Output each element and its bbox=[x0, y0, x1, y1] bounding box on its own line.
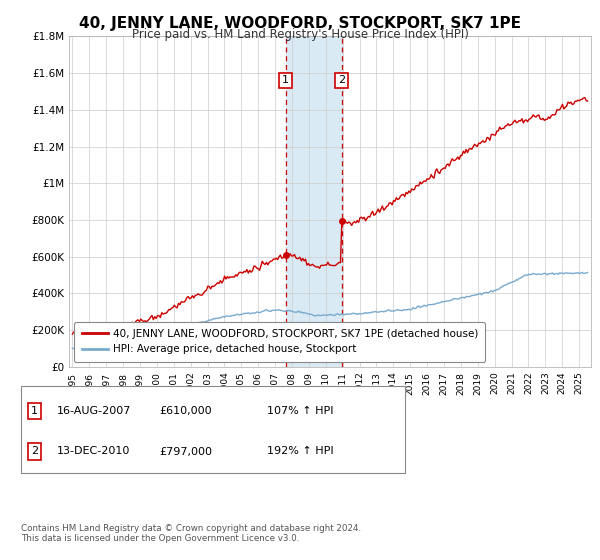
Bar bbox=[286, 36, 342, 367]
Text: Price paid vs. HM Land Registry's House Price Index (HPI): Price paid vs. HM Land Registry's House … bbox=[131, 28, 469, 41]
Text: 1: 1 bbox=[282, 76, 289, 86]
Text: 2: 2 bbox=[338, 76, 346, 86]
Text: 107% ↑ HPI: 107% ↑ HPI bbox=[267, 405, 334, 416]
Text: 1: 1 bbox=[31, 405, 38, 416]
Text: 192% ↑ HPI: 192% ↑ HPI bbox=[267, 446, 334, 456]
Text: £610,000: £610,000 bbox=[159, 405, 212, 416]
Text: Contains HM Land Registry data © Crown copyright and database right 2024.
This d: Contains HM Land Registry data © Crown c… bbox=[21, 524, 361, 543]
Text: 40, JENNY LANE, WOODFORD, STOCKPORT, SK7 1PE: 40, JENNY LANE, WOODFORD, STOCKPORT, SK7… bbox=[79, 16, 521, 31]
Text: 16-AUG-2007: 16-AUG-2007 bbox=[57, 405, 131, 416]
Text: 2: 2 bbox=[31, 446, 38, 456]
Text: £797,000: £797,000 bbox=[159, 446, 212, 456]
Legend: 40, JENNY LANE, WOODFORD, STOCKPORT, SK7 1PE (detached house), HPI: Average pric: 40, JENNY LANE, WOODFORD, STOCKPORT, SK7… bbox=[74, 322, 485, 362]
Text: 13-DEC-2010: 13-DEC-2010 bbox=[57, 446, 130, 456]
